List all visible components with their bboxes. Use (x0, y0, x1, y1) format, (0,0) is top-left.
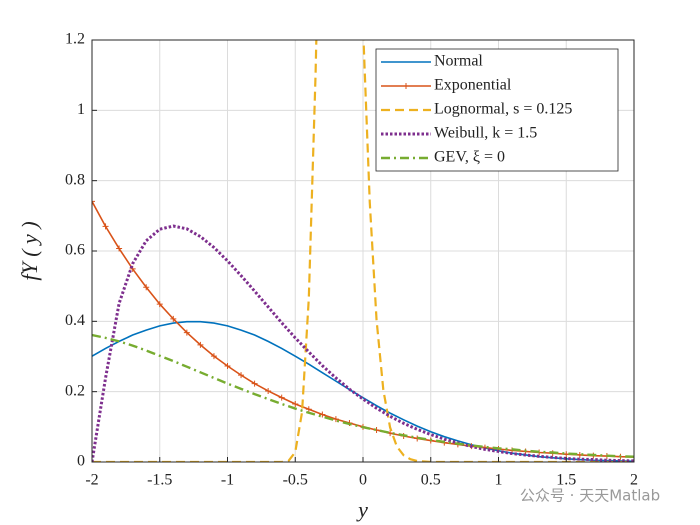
y-tick-label: 0.8 (65, 171, 85, 188)
ticks: -2 -1.5 -1 -0.5 0 0.5 1 1.5 2 0 0.2 0.4 0.6 0.8 1 1.2 (65, 31, 638, 489)
y-tick-label: 0.4 (65, 312, 85, 329)
series-marker (319, 411, 326, 418)
legend-label: Exponential (434, 77, 512, 94)
series-marker (265, 387, 272, 394)
legend-label: Weibull, k = 1.5 (434, 125, 537, 142)
legend-label: Normal (434, 53, 483, 70)
series-line (92, 40, 634, 462)
y-tick-label: 1 (77, 101, 85, 118)
series-marker (305, 406, 312, 413)
watermark: 公众号 · 天天Matlab (520, 487, 660, 505)
legend: Normal Exponential Lognormal, s = 0.125 Wei… (375, 48, 619, 172)
legend-label: Lognormal, s = 0.125 (434, 101, 572, 118)
x-tick-label: 1 (495, 472, 503, 489)
y-tick-label: 1.2 (65, 31, 85, 48)
x-tick-label: 0.5 (421, 472, 441, 489)
series-marker (170, 315, 177, 322)
x-tick-label: 0 (359, 472, 367, 489)
x-tick-label: -2 (85, 472, 98, 489)
series-marker (251, 380, 258, 387)
series-marker (224, 362, 231, 369)
series-marker (197, 341, 204, 348)
x-tick-label: -1.5 (147, 472, 172, 489)
plot-lines (92, 40, 634, 462)
series-marker (102, 223, 109, 230)
series-line (92, 224, 634, 462)
x-tick-label: 2 (630, 472, 638, 489)
series-marker (156, 301, 163, 308)
series-marker (332, 416, 339, 423)
series-line (92, 333, 634, 458)
legend-marker (403, 83, 409, 89)
series-marker (183, 329, 190, 336)
series-marker (210, 353, 217, 360)
y-axis-label: fY ( y ) (17, 221, 42, 280)
series-marker (292, 400, 299, 407)
series-marker (278, 394, 285, 401)
x-tick-label: -0.5 (283, 472, 308, 489)
y-tick-label: 0.2 (65, 382, 85, 399)
legend-label: GEV, ξ = 0 (434, 149, 505, 166)
x-tick-label: -1 (221, 472, 234, 489)
x-tick-label: 1.5 (556, 472, 576, 489)
x-axis-label: y (356, 497, 368, 522)
series-marker (92, 198, 95, 205)
y-tick-label: 0 (77, 453, 85, 470)
series-marker (116, 245, 123, 252)
series-marker (238, 372, 245, 379)
series-marker (143, 284, 150, 291)
y-tick-label: 0.6 (65, 242, 85, 259)
